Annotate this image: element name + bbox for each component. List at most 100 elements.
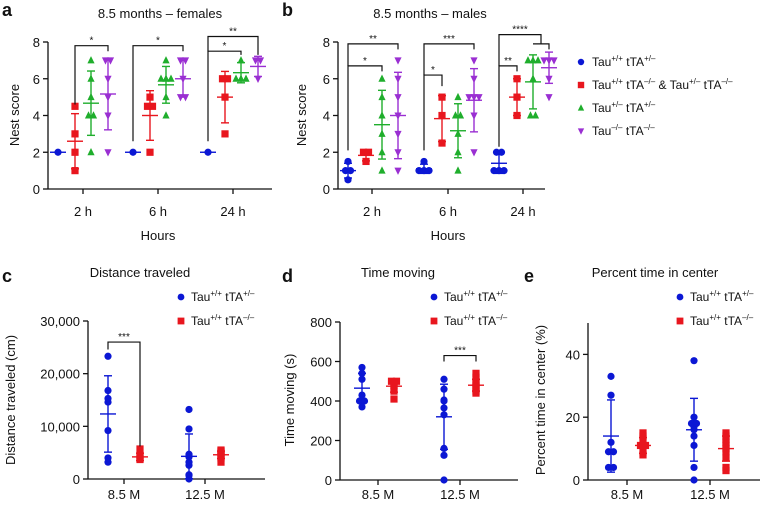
data-group-red [468,369,484,397]
significance-label: ** [504,56,512,67]
legend-text: Tau [592,101,611,115]
superscript: +/+ [463,313,475,322]
legend-item: Tau+/+ tTA+/– [577,54,656,69]
triangle-up-marker [167,74,175,82]
y-tick-label: 0 [73,472,80,487]
y-tick-label: 8 [323,35,330,50]
square-marker [438,111,446,120]
legend-text: Tau [690,290,709,304]
significance-label: ** [369,34,377,45]
triangle-down-marker [475,94,483,102]
superscript: –/– [243,313,255,322]
circle-marker [430,293,438,301]
triangle-down-marker [577,128,585,135]
chart-title: Percent time in center [592,265,719,280]
circle-marker [690,476,698,484]
triangle-up-marker [378,74,386,82]
data-group-green [374,74,390,174]
y-tick-label: 0 [33,182,40,197]
x-tick-label: 8.5 M [108,487,141,502]
legend-text: tTA [721,314,742,328]
square-marker [390,387,398,395]
circle-marker [607,372,615,380]
circle-marker [358,363,366,372]
y-tick-label: 0 [323,182,330,197]
legend-text: tTA [623,55,644,69]
y-tick-label: 10,000 [40,419,80,434]
circle-marker [358,403,366,411]
significance-bracket [132,45,184,142]
superscript: +/+ [210,313,222,322]
data-group-blue [415,157,433,175]
legend-item: Tau+/+ tTA+/– [177,289,255,304]
data-group-blue [436,375,452,484]
circle-marker [104,426,112,435]
significance-bracket [347,43,399,66]
significance-bracket [74,45,109,105]
square-marker [359,148,368,156]
square-marker [148,102,157,110]
square-marker [223,75,232,83]
y-tick-label: 8 [33,35,40,50]
superscript: –/– [496,313,508,322]
significance-label: *** [454,346,466,357]
circle-marker [425,167,433,175]
data-group-red [213,446,229,466]
circle-marker [104,454,112,462]
circle-marker [690,357,698,365]
triangle-up-marker [526,111,535,119]
circle-marker [54,148,62,156]
significance-bracket [423,43,475,76]
square-marker [636,441,645,450]
circle-marker [609,448,618,456]
circle-marker [490,167,498,175]
circle-marker [344,176,352,184]
significance-label: **** [512,25,528,36]
y-axis-label: Percent time in center (%) [533,325,548,475]
circle-marker [440,411,448,419]
legend-text: tTA [700,78,721,92]
triangle-down-marker [470,57,478,65]
triangle-up-marker [162,56,170,64]
circle-marker [358,391,366,399]
triangle-up-marker [242,74,250,82]
y-tick-label: 40 [566,347,580,362]
circle-marker [497,148,506,156]
superscript: +/+ [210,289,222,298]
triangle-down-marker [181,57,190,65]
significance-bracket [207,35,259,55]
square-marker [641,441,650,450]
square-marker [71,102,79,110]
triangle-down-marker [394,112,402,120]
square-marker [71,148,79,156]
circle-marker [346,167,355,175]
legend-item: Tau+/+ tTA–/– [430,313,508,328]
triangle-down-marker [470,112,478,120]
data-group-blue [200,148,216,156]
triangle-up-marker [531,111,540,119]
significance-label: * [363,56,367,67]
square-marker [221,93,229,101]
triangle-down-marker [470,149,478,157]
triangle-up-marker [237,74,245,82]
panel-c: c Distance traveled 0 10,000 20,000 30,000 8.5… [2,265,265,502]
panel-a: a 8.5 months – females 0 2 4 6 8 2 h 6 h 24 h Nest… [2,0,272,243]
panel-d: d Time moving 0 200 400 600 800 8.5 M 12.5 M Time… [282,265,518,502]
legend-text: tTA [622,124,643,138]
x-axis-label: Hours [141,228,176,243]
superscript: –/– [742,313,754,322]
chart-title: Time moving [361,265,435,280]
circle-marker [607,391,615,399]
triangle-up-marker [456,111,465,119]
triangle-up-marker [84,111,93,119]
superscript: +/+ [611,77,623,86]
x-tick-label: 2 h [74,204,92,219]
superscript: +/– [689,77,701,86]
legend-label: Tau+/+ tTA–/– [191,313,255,328]
legend-item: Tau+/+ tTA–/– [676,313,754,328]
circle-marker [440,404,448,412]
triangle-up-marker [89,111,98,119]
square-marker [146,148,154,156]
data-group-red [142,89,158,156]
